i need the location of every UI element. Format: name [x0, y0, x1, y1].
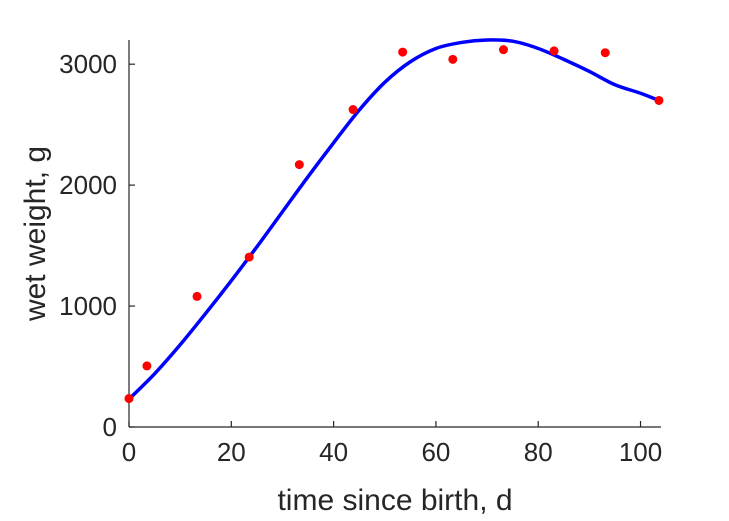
- y-tick-label: 2000: [59, 170, 117, 200]
- data-point: [448, 54, 458, 64]
- plot-area: 0 20 40 60 80 100 0 1000 2000 3000: [59, 38, 664, 467]
- data-point: [192, 291, 202, 301]
- x-tick-label: 100: [619, 437, 662, 467]
- y-tick-label: 1000: [59, 291, 117, 321]
- data-point: [294, 160, 304, 170]
- data-point: [244, 252, 254, 262]
- y-tick-label: 0: [103, 412, 117, 442]
- data-point: [398, 47, 408, 57]
- x-tick-label: 60: [421, 437, 450, 467]
- series-layer: [124, 38, 664, 404]
- y-ticks: 0 1000 2000 3000: [59, 49, 135, 442]
- x-ticks: 0 20 40 60 80 100: [122, 421, 662, 467]
- data-point: [142, 361, 152, 371]
- fit-curve: [127, 38, 661, 401]
- x-tick-label: 80: [524, 437, 553, 467]
- data-point: [498, 45, 508, 55]
- data-point: [549, 46, 559, 56]
- y-axis-label: wet weight, g: [19, 146, 52, 322]
- x-axis-label: time since birth, d: [277, 484, 512, 517]
- x-tick-label: 40: [319, 437, 348, 467]
- data-point: [600, 48, 610, 58]
- x-tick-label: 0: [122, 437, 136, 467]
- data-point: [654, 95, 664, 105]
- x-tick-label: 20: [217, 437, 246, 467]
- data-point: [348, 105, 358, 115]
- data-point: [124, 394, 134, 404]
- y-tick-label: 3000: [59, 49, 117, 79]
